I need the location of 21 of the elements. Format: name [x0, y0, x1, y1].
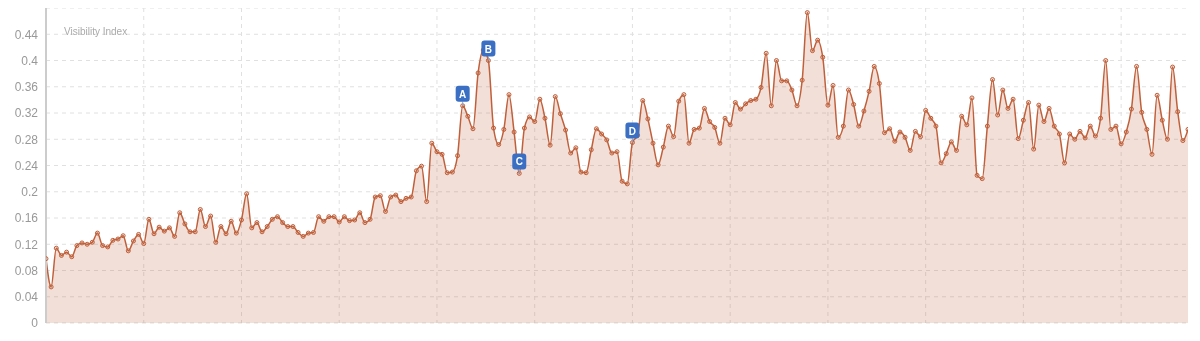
callout-flag: B: [481, 40, 496, 61]
y-tick-label: 0.32: [14, 106, 39, 121]
annotation: C: [515, 156, 523, 168]
y-tick-label: 0.16: [14, 211, 39, 226]
text: Visibility Index: [64, 26, 128, 37]
y-tick-label: 0.12: [14, 237, 39, 252]
y-tick-label: 0.4: [21, 53, 39, 68]
callout-flag: D: [625, 122, 640, 144]
y-tick-label: 0.2: [21, 185, 39, 200]
y-tick-label: 0.36: [14, 80, 39, 95]
callout-flag: A: [455, 85, 470, 107]
annotation: B: [484, 43, 493, 55]
y-tick-label: 0: [31, 316, 39, 331]
annotation: A: [459, 88, 467, 100]
callout-flag: C: [512, 153, 527, 174]
y-tick-label: 0.08: [14, 263, 39, 278]
y-tick-label: 0.04: [14, 290, 39, 305]
y-tick-label: 0.44: [14, 27, 39, 42]
y-tick-label: 0.24: [14, 158, 39, 173]
annotation: D: [628, 125, 637, 137]
y-tick-label: 0.28: [14, 132, 39, 147]
